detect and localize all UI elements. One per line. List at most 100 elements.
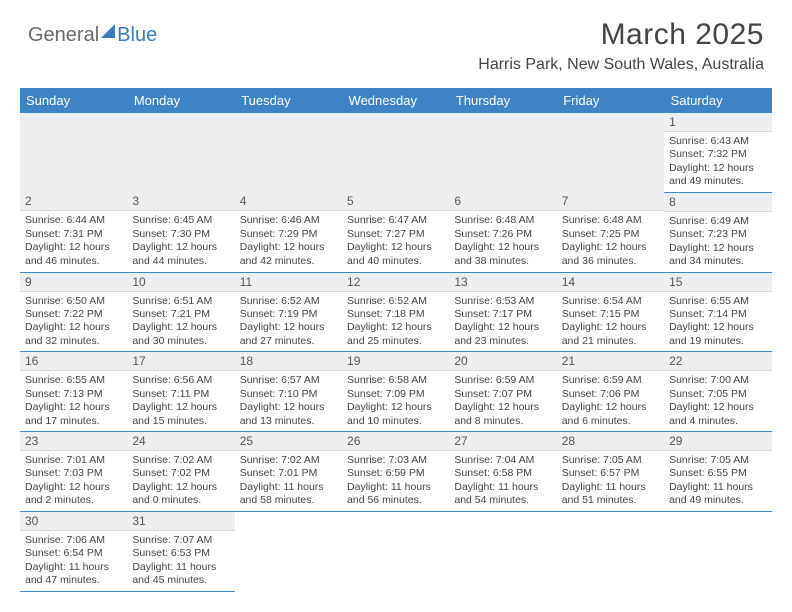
empty-cell: [20, 113, 127, 192]
day-details: Sunrise: 7:02 AMSunset: 7:01 PMDaylight:…: [235, 451, 342, 511]
day-details: Sunrise: 6:47 AMSunset: 7:27 PMDaylight:…: [342, 211, 449, 271]
label: Sunset:: [25, 388, 64, 400]
day-details: Sunrise: 7:05 AMSunset: 6:57 PMDaylight:…: [557, 451, 664, 511]
label: Daylight:: [240, 481, 284, 493]
label: Sunrise:: [132, 374, 173, 386]
label: Sunset:: [25, 308, 64, 320]
value: 7:14 PM: [708, 308, 747, 320]
value: 6:55 AM: [711, 295, 750, 307]
label: Sunset:: [347, 308, 386, 320]
label: Sunset:: [25, 547, 64, 559]
value: 7:31 PM: [64, 228, 103, 240]
value: 7:07 AM: [174, 534, 213, 546]
label: Sunrise:: [240, 454, 281, 466]
label: Sunrise:: [25, 374, 66, 386]
day-cell: 12Sunrise: 6:52 AMSunset: 7:18 PMDayligh…: [342, 272, 449, 352]
label: Daylight:: [240, 401, 284, 413]
day-details: Sunrise: 6:53 AMSunset: 7:17 PMDaylight:…: [449, 292, 556, 352]
value: 7:17 PM: [493, 308, 532, 320]
empty-cell: [235, 511, 342, 591]
day-number: 31: [127, 512, 234, 531]
day-cell: 19Sunrise: 6:58 AMSunset: 7:09 PMDayligh…: [342, 352, 449, 432]
value: 6:48 AM: [603, 214, 642, 226]
calendar-row: 2Sunrise: 6:44 AMSunset: 7:31 PMDaylight…: [20, 192, 772, 272]
calendar-row: 1Sunrise: 6:43 AMSunset: 7:32 PMDaylight…: [20, 113, 772, 192]
empty-cell: [557, 511, 664, 591]
value: 7:02 AM: [174, 454, 213, 466]
day-cell: 5Sunrise: 6:47 AMSunset: 7:27 PMDaylight…: [342, 192, 449, 272]
day-number: 3: [127, 192, 234, 211]
label: Sunset:: [240, 228, 279, 240]
calendar-row: 16Sunrise: 6:55 AMSunset: 7:13 PMDayligh…: [20, 352, 772, 432]
value: 7:05 AM: [711, 454, 750, 466]
weekday-header: Monday: [127, 88, 234, 113]
title-block: March 2025 Harris Park, New South Wales,…: [478, 18, 764, 74]
weekday-header-row: SundayMondayTuesdayWednesdayThursdayFrid…: [20, 88, 772, 113]
day-cell: 16Sunrise: 6:55 AMSunset: 7:13 PMDayligh…: [20, 352, 127, 432]
label: Sunset:: [562, 467, 601, 479]
day-details: Sunrise: 6:43 AMSunset: 7:32 PMDaylight:…: [664, 132, 771, 192]
label: Sunset:: [347, 388, 386, 400]
label: Sunset:: [132, 547, 171, 559]
day-number: 23: [20, 432, 127, 451]
day-number: 20: [449, 352, 556, 371]
value: 7:07 PM: [493, 388, 532, 400]
brand-logo: GeneralBlue: [28, 24, 157, 47]
value: 6:43 AM: [711, 135, 750, 147]
label: Daylight:: [454, 241, 498, 253]
day-details: Sunrise: 6:50 AMSunset: 7:22 PMDaylight:…: [20, 292, 127, 352]
value: 7:19 PM: [278, 308, 317, 320]
label: Sunrise:: [132, 454, 173, 466]
value: 7:23 PM: [708, 228, 747, 240]
day-number: 14: [557, 273, 664, 292]
day-cell: 15Sunrise: 6:55 AMSunset: 7:14 PMDayligh…: [664, 272, 771, 352]
label: Daylight:: [347, 401, 391, 413]
weekday-header: Tuesday: [235, 88, 342, 113]
day-number: 10: [127, 273, 234, 292]
label: Sunrise:: [347, 214, 388, 226]
value: 7:09 PM: [386, 388, 425, 400]
label: Sunrise:: [454, 454, 495, 466]
label: Daylight:: [132, 321, 176, 333]
value: 7:11 PM: [171, 388, 209, 400]
label: Sunset:: [25, 228, 64, 240]
day-details: Sunrise: 6:48 AMSunset: 7:26 PMDaylight:…: [449, 211, 556, 271]
label: Daylight:: [132, 561, 176, 573]
day-number: 12: [342, 273, 449, 292]
label: Sunset:: [454, 467, 493, 479]
label: Daylight:: [562, 481, 606, 493]
brand-part2: Blue: [117, 24, 157, 46]
day-number: 15: [664, 273, 771, 292]
label: Daylight:: [25, 481, 69, 493]
value: 6:54 PM: [64, 547, 103, 559]
value: 6:59 AM: [496, 374, 535, 386]
label: Sunset:: [240, 308, 279, 320]
label: Daylight:: [669, 401, 713, 413]
day-number: 5: [342, 192, 449, 211]
value: 7:13 PM: [64, 388, 103, 400]
label: Daylight:: [669, 162, 713, 174]
label: Daylight:: [669, 481, 713, 493]
day-details: Sunrise: 7:02 AMSunset: 7:02 PMDaylight:…: [127, 451, 234, 511]
label: Sunset:: [562, 388, 601, 400]
day-number: 2: [20, 192, 127, 211]
day-number: 13: [449, 273, 556, 292]
day-cell: 1Sunrise: 6:43 AMSunset: 7:32 PMDaylight…: [664, 113, 771, 192]
label: Sunrise:: [454, 295, 495, 307]
label: Sunrise:: [562, 454, 603, 466]
label: Sunset:: [669, 388, 708, 400]
label: Daylight:: [240, 241, 284, 253]
label: Sunrise:: [562, 374, 603, 386]
label: Sunrise:: [669, 454, 710, 466]
value: 6:50 AM: [66, 295, 105, 307]
day-number: 29: [664, 432, 771, 451]
label: Sunset:: [25, 467, 64, 479]
value: 7:02 AM: [281, 454, 320, 466]
weekday-header: Friday: [557, 88, 664, 113]
day-details: Sunrise: 6:52 AMSunset: 7:18 PMDaylight:…: [342, 292, 449, 352]
value: 6:45 AM: [174, 214, 213, 226]
day-number: 25: [235, 432, 342, 451]
label: Sunrise:: [454, 374, 495, 386]
empty-cell: [127, 113, 234, 192]
label: Sunrise:: [25, 454, 66, 466]
